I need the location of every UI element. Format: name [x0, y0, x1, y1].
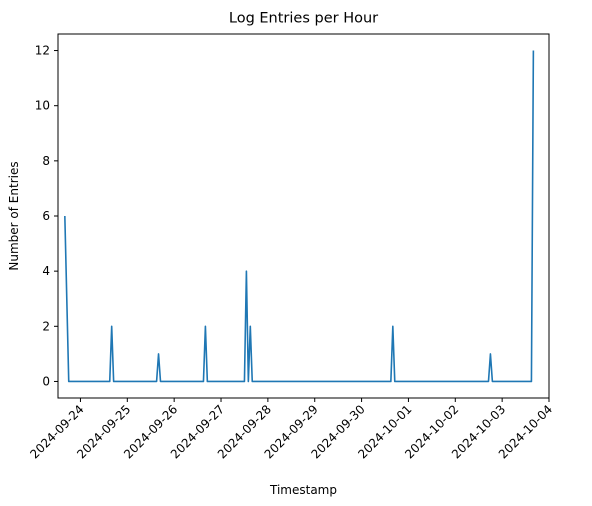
y-axis: 0 2 4 6 8 10 12: [35, 44, 58, 388]
series-line: [64, 50, 535, 383]
x-axis: 2024-09-242024-09-252024-09-262024-09-27…: [27, 398, 555, 461]
x-axis-label: Timestamp: [269, 483, 337, 497]
y-tick-label: 4: [42, 264, 50, 278]
chart-title: Log Entries per Hour: [229, 11, 378, 27]
y-tick-label: 2: [42, 319, 50, 333]
plot-frame: [57, 33, 550, 399]
y-tick-label: 6: [42, 209, 50, 223]
y-tick-label: 12: [35, 44, 50, 58]
y-tick-label: 0: [42, 374, 50, 388]
y-axis-label: Number of Entries: [7, 161, 21, 270]
y-tick-label: 10: [35, 99, 50, 113]
y-tick-label: 8: [42, 154, 50, 168]
plot-area: [57, 33, 550, 399]
